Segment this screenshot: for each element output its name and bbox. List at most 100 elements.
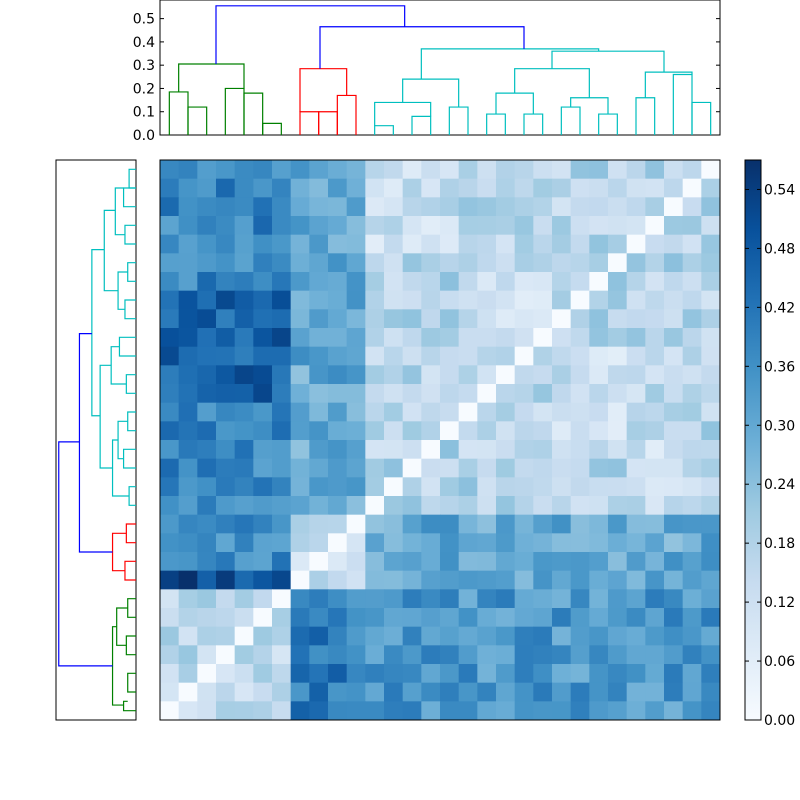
heatmap-cell <box>514 421 534 441</box>
heatmap-cell <box>384 309 404 329</box>
heatmap-cell <box>384 570 404 590</box>
heatmap-cell <box>682 402 702 422</box>
heatmap-cell <box>701 552 721 572</box>
heatmap-cell <box>533 178 553 198</box>
left-dendrogram-link <box>116 607 128 646</box>
heatmap-cell <box>365 197 385 217</box>
heatmap-cell <box>290 160 310 180</box>
heatmap-cell <box>664 216 684 236</box>
heatmap-cell <box>346 682 366 702</box>
heatmap-cell <box>440 309 460 329</box>
colorbar-tick-label: 0.18 <box>764 536 795 552</box>
heatmap-cell <box>570 701 590 721</box>
heatmap-cell <box>346 197 366 217</box>
heatmap-cell <box>458 533 478 553</box>
heatmap-cell <box>234 328 254 348</box>
top-dendrogram-ytick-label: 0.0 <box>133 128 155 144</box>
heatmap-cell <box>552 440 572 460</box>
heatmap-cell <box>234 365 254 385</box>
top-dendrogram-link <box>402 78 460 108</box>
heatmap-cell <box>570 421 590 441</box>
top-dendrogram-link <box>411 115 432 135</box>
heatmap-cell <box>608 514 628 534</box>
heatmap-cell <box>589 645 609 665</box>
heatmap-cell <box>216 272 236 292</box>
heatmap-cell <box>421 477 441 497</box>
heatmap-cell <box>533 533 553 553</box>
heatmap-cell <box>328 290 348 310</box>
heatmap-cell <box>645 570 665 590</box>
heatmap-cell <box>514 328 534 348</box>
heatmap-cell <box>514 384 534 404</box>
heatmap-cell <box>701 197 721 217</box>
heatmap-cell <box>384 701 404 721</box>
heatmap-cell <box>328 440 348 460</box>
heatmap-cell <box>496 458 516 478</box>
heatmap-cell <box>496 253 516 273</box>
heatmap-cell <box>645 216 665 236</box>
heatmap-cell <box>290 272 310 292</box>
heatmap-cell <box>514 440 534 460</box>
heatmap-cell <box>365 514 385 534</box>
heatmap-cell <box>178 682 198 702</box>
colorbar-frame <box>744 159 762 721</box>
heatmap-cell <box>440 160 460 180</box>
heatmap-cell <box>664 234 684 254</box>
heatmap-cell <box>197 402 217 422</box>
heatmap-cell <box>384 589 404 609</box>
heatmap-cell <box>589 496 609 516</box>
top-dendrogram-link <box>319 26 525 69</box>
heatmap-cell <box>664 701 684 721</box>
top-dendrogram-link <box>560 106 581 135</box>
heatmap-cell <box>160 234 180 254</box>
heatmap-cell <box>365 178 385 198</box>
heatmap-cell <box>216 197 236 217</box>
heatmap-cell <box>384 440 404 460</box>
heatmap-cell <box>309 216 329 236</box>
heatmap-cell <box>178 514 198 534</box>
heatmap-cell <box>608 664 628 684</box>
heatmap-cell <box>533 234 553 254</box>
heatmap-cell <box>421 328 441 348</box>
heatmap-cell <box>290 346 310 366</box>
heatmap-cell <box>608 626 628 646</box>
heatmap-cell <box>477 290 497 310</box>
heatmap-cell <box>309 701 329 721</box>
heatmap-cell <box>290 682 310 702</box>
heatmap-cell <box>402 160 422 180</box>
top-dendrogram-link <box>420 48 600 80</box>
heatmap-cell <box>477 701 497 721</box>
heatmap-cell <box>589 216 609 236</box>
heatmap-cell <box>346 552 366 572</box>
heatmap-cell <box>458 589 478 609</box>
heatmap-cell <box>496 626 516 646</box>
heatmap-cell <box>533 253 553 273</box>
heatmap-cell <box>440 346 460 366</box>
heatmap-cell <box>253 701 273 721</box>
heatmap-cell <box>216 458 236 478</box>
heatmap-cell <box>589 365 609 385</box>
heatmap-cell <box>272 496 292 516</box>
heatmap-cell <box>421 664 441 684</box>
heatmap-cell <box>552 197 572 217</box>
heatmap-cell <box>645 178 665 198</box>
heatmap-cell <box>290 570 310 590</box>
heatmap-cell <box>664 253 684 273</box>
heatmap-cell <box>384 234 404 254</box>
heatmap-cell <box>458 216 478 236</box>
heatmap-cell <box>440 253 460 273</box>
heatmap-cell <box>533 682 553 702</box>
heatmap-cell <box>608 533 628 553</box>
heatmap-cell <box>365 664 385 684</box>
heatmap-cell <box>608 272 628 292</box>
heatmap-cell <box>477 234 497 254</box>
heatmap-cell <box>458 421 478 441</box>
heatmap-cell <box>496 365 516 385</box>
heatmap-cell <box>477 608 497 628</box>
heatmap-cell <box>477 272 497 292</box>
heatmap-cell <box>365 440 385 460</box>
heatmap-cell <box>309 645 329 665</box>
heatmap-cell <box>328 608 348 628</box>
heatmap-cell <box>290 589 310 609</box>
heatmap-cell <box>178 178 198 198</box>
